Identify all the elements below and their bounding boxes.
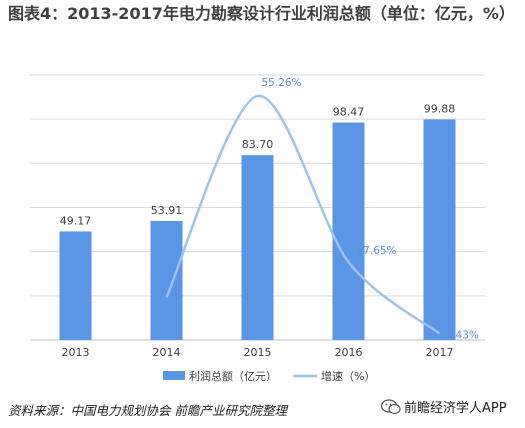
x-tick-2015: 2015 <box>244 346 272 359</box>
line-label-2017: 1.43% <box>446 330 479 342</box>
bar-2016 <box>332 122 365 341</box>
source-note: 资料来源：中国电力规划协会 前瞻产业研究院整理 <box>8 403 287 418</box>
bar-2015 <box>241 155 274 340</box>
data-labels: 49.17 53.91 83.70 98.47 99.88 <box>60 102 456 227</box>
x-tick-2014: 2014 <box>153 346 181 359</box>
legend-swatch-bar <box>163 371 185 380</box>
x-axis-ticks: 2013 2014 2015 2016 2017 <box>62 346 454 359</box>
x-tick-2013: 2013 <box>62 346 90 359</box>
wechat-icon <box>381 398 401 414</box>
bar-2013 <box>59 231 92 340</box>
bar-label-2016: 98.47 <box>333 106 365 119</box>
bar-2017 <box>423 119 456 340</box>
x-tick-2017: 2017 <box>426 346 454 359</box>
bar-2014 <box>150 220 183 340</box>
bar-label-2015: 83.70 <box>242 138 274 151</box>
line-label-2015: 55.26% <box>262 77 302 89</box>
bar-label-2014: 53.91 <box>151 204 183 217</box>
brand-text: 前瞻经济学人APP <box>404 401 507 416</box>
brand-badge: 前瞻经济学人APP <box>381 397 507 416</box>
legend-label-bar: 利润总额（亿元） <box>189 369 277 383</box>
bar-label-2013: 49.17 <box>60 214 92 227</box>
chart-title: 图表4：2013-2017年电力勘察设计行业利润总额（单位：亿元，%） <box>8 4 515 23</box>
growth-line <box>165 94 441 335</box>
legend: 利润总额（亿元） 增速（%） <box>163 369 375 383</box>
line-label-2016: 17.65% <box>357 245 397 257</box>
legend-label-line: 增速（%） <box>321 369 375 383</box>
x-tick-2016: 2016 <box>335 346 363 359</box>
bar-label-2017: 99.88 <box>424 102 456 115</box>
line-series: 55.26% 17.65% 1.43% <box>165 77 479 342</box>
bar-series <box>59 119 456 341</box>
